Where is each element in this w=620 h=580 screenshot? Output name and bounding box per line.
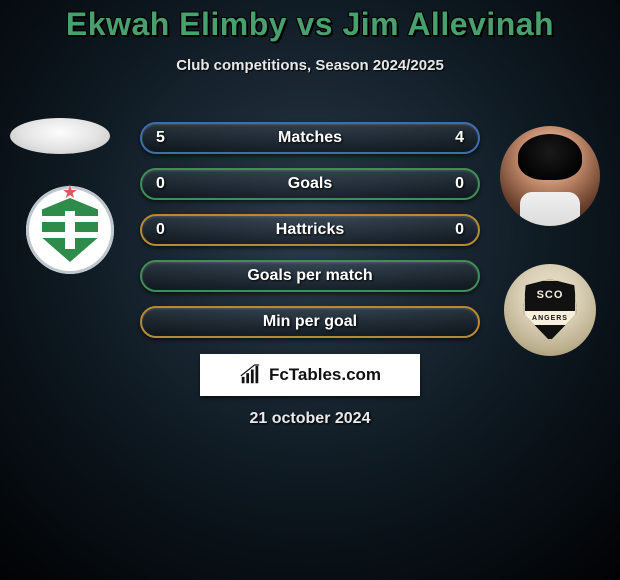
stat-label: Goals per match	[247, 267, 372, 285]
stat-left-value: 5	[156, 129, 176, 147]
attribution-text: FcTables.com	[269, 365, 381, 385]
stat-label: Matches	[278, 129, 342, 147]
subtitle: Club competitions, Season 2024/2025	[0, 57, 620, 74]
stat-bar: 0 Hattricks 0	[140, 214, 480, 246]
stat-bars: 5 Matches 4 0 Goals 0 0 Hattricks 0 Goals per mat…	[140, 122, 480, 352]
stat-bar: 0 Goals 0	[140, 168, 480, 200]
stat-label: Hattricks	[276, 221, 344, 239]
club2-sco-text: SCO	[537, 289, 564, 301]
stat-bar: Goals per match	[140, 260, 480, 292]
attribution-rest: .com	[341, 365, 381, 384]
player2-club-badge: SCO ANGERS	[500, 260, 600, 360]
club2-shield-icon: SCO ANGERS	[523, 279, 577, 341]
stat-label: Min per goal	[263, 313, 357, 331]
club1-shield-stripe	[65, 211, 75, 249]
stat-left-value: 0	[156, 175, 176, 193]
stat-right-value: 0	[444, 175, 464, 193]
stat-right-value: 4	[444, 129, 464, 147]
club2-stripe: ANGERS	[525, 311, 575, 325]
page-title: Ekwah Elimby vs Jim Allevinah	[0, 0, 620, 43]
stat-bar: Min per goal	[140, 306, 480, 338]
attribution-box: FcTables.com	[200, 354, 420, 396]
stat-label: Goals	[288, 175, 332, 193]
club1-shield-icon	[42, 198, 98, 262]
stat-right-value: 0	[444, 221, 464, 239]
chart-icon	[239, 364, 261, 386]
attribution-bold: FcTables	[269, 365, 341, 384]
club1-circle: ★	[26, 186, 114, 274]
club2-circle: SCO ANGERS	[504, 264, 596, 356]
player1-avatar	[10, 118, 110, 154]
date-text: 21 october 2024	[0, 410, 620, 428]
stat-bar: 5 Matches 4	[140, 122, 480, 154]
stat-left-value: 0	[156, 221, 176, 239]
player1-club-badge: ★	[20, 180, 120, 280]
player2-avatar	[500, 126, 600, 226]
content-root: Ekwah Elimby vs Jim Allevinah Club compe…	[0, 0, 620, 580]
